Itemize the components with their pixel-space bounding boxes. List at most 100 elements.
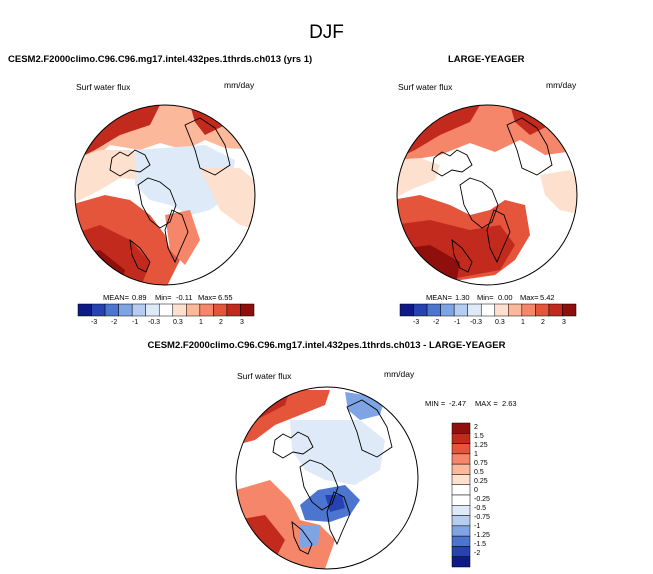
panel-3-tick: -0.25 bbox=[474, 496, 490, 503]
panel-2-coastlines bbox=[431, 117, 553, 273]
panel-1-tick: 2 bbox=[219, 319, 223, 326]
panel-3-tick: 1.25 bbox=[474, 442, 488, 449]
panel-1-max-label: Max= bbox=[198, 293, 217, 302]
colorbar-swatch bbox=[480, 303, 496, 317]
panel-2-mean-label: MEAN= bbox=[426, 293, 453, 302]
panel-3-tick: 1.5 bbox=[474, 433, 484, 440]
colorbar-swatch bbox=[451, 433, 471, 444]
panel-3-tick: 0.75 bbox=[474, 460, 488, 467]
panel-3-title: CESM2.F2000climo.C96.C96.mg17.intel.432p… bbox=[147, 340, 506, 351]
colorbar-swatch bbox=[451, 546, 471, 557]
panel-3-tick: -1.25 bbox=[474, 532, 490, 539]
colorbar-swatch bbox=[451, 515, 471, 527]
panel-1-title: CESM2.F2000climo.C96.C96.mg17.intel.432p… bbox=[8, 54, 313, 65]
panel-2-mean-value: 1.30 bbox=[455, 293, 470, 302]
colorbar-swatch bbox=[562, 303, 577, 317]
panel-3-boundary bbox=[235, 386, 419, 570]
colorbar-swatch bbox=[508, 303, 523, 317]
panel-2-tick: 3 bbox=[562, 319, 566, 326]
colorbar-swatch bbox=[548, 303, 563, 317]
panel-2-tick: 2 bbox=[541, 319, 545, 326]
colorbar-swatch bbox=[467, 303, 482, 317]
colorbar-swatch bbox=[451, 535, 471, 547]
colorbar-swatch bbox=[413, 303, 428, 317]
colorbar-swatch bbox=[451, 525, 471, 537]
panel-3-norway-blue bbox=[300, 525, 320, 548]
panel-2-tick: -3 bbox=[413, 319, 420, 326]
panel-1-canada-light bbox=[200, 168, 255, 230]
colorbar-swatch bbox=[451, 505, 471, 516]
panel-1-colorbar bbox=[77, 303, 255, 317]
panel-3-tick: 0.5 bbox=[474, 469, 484, 476]
colorbar-swatch bbox=[451, 474, 471, 485]
panel-3-units: mm/day bbox=[384, 369, 415, 379]
panel-3-max-label: MAX = bbox=[475, 399, 498, 408]
panel-3-colorbar bbox=[451, 422, 471, 568]
panel-2-colorbar bbox=[399, 303, 577, 317]
colorbar-swatch bbox=[451, 484, 471, 496]
colorbar-swatch bbox=[453, 303, 468, 317]
colorbar-swatch bbox=[104, 303, 119, 317]
panel-3-tick: -1 bbox=[474, 523, 481, 530]
panel-1-variable-label: Surf water flux bbox=[76, 82, 131, 92]
colorbar-swatch bbox=[158, 303, 174, 317]
colorbar-swatch bbox=[451, 494, 471, 506]
panel-1-tick: 1 bbox=[199, 319, 203, 326]
panel-1-greenland-sea bbox=[165, 210, 200, 265]
colorbar-swatch bbox=[494, 303, 509, 317]
colorbar-swatch bbox=[77, 303, 92, 317]
panel-1-coastlines bbox=[109, 117, 231, 273]
panel-2-tick: -2 bbox=[433, 319, 440, 326]
colorbar-swatch bbox=[440, 303, 455, 317]
colorbar-swatch bbox=[451, 422, 471, 434]
page-title: DJF bbox=[309, 22, 344, 43]
panel-2-boundary bbox=[396, 104, 578, 286]
panel-1-min-value: -0.11 bbox=[176, 293, 193, 302]
panel-2-canada-light bbox=[540, 170, 577, 215]
panel-2-min-label: Min= bbox=[477, 293, 494, 302]
panel-2-tick: 1 bbox=[521, 319, 525, 326]
panel-3-tick: -0.5 bbox=[474, 505, 487, 512]
colorbar-swatch bbox=[91, 303, 106, 317]
panel-2-max-label: Max= bbox=[520, 293, 539, 302]
colorbar-swatch bbox=[451, 443, 471, 455]
panel-3-tick: 0 bbox=[474, 487, 478, 494]
colorbar-swatch bbox=[521, 303, 536, 317]
panel-1-boundary bbox=[74, 104, 256, 286]
panel-3-tick: 2 bbox=[474, 424, 478, 431]
panel-1-tick: -1 bbox=[132, 319, 139, 326]
panel-1-siberia-light bbox=[75, 150, 150, 205]
colorbar-swatch bbox=[226, 303, 241, 317]
panel-1-tick: -2 bbox=[111, 319, 118, 326]
panel-3-tick: 0.25 bbox=[474, 478, 488, 485]
colorbar-swatch bbox=[145, 303, 160, 317]
panel-1-tick: -3 bbox=[91, 319, 98, 326]
colorbar-swatch bbox=[131, 303, 146, 317]
colorbar-swatch bbox=[399, 303, 414, 317]
panel-1-tick: -0.3 bbox=[148, 319, 161, 326]
panel-1-max-value: 6.55 bbox=[218, 293, 233, 302]
colorbar-swatch bbox=[451, 556, 471, 568]
colorbar-swatch bbox=[535, 303, 550, 317]
panel-1-mean-value: 0.89 bbox=[132, 293, 147, 302]
panel-3-tick: 1 bbox=[474, 451, 478, 458]
panel-2-min-value: 0.00 bbox=[498, 293, 513, 302]
panel-1-tick: 0.3 bbox=[173, 319, 183, 326]
panel-2-tick: 0.3 bbox=[495, 319, 505, 326]
panel-3-coastlines bbox=[272, 399, 393, 555]
colorbar-swatch bbox=[118, 303, 133, 317]
colorbar-swatch bbox=[240, 303, 255, 317]
panel-3-tick: -1.5 bbox=[474, 541, 487, 548]
panel-2-tick: -1 bbox=[454, 319, 461, 326]
panel-3-variable-label: Surf water flux bbox=[237, 371, 292, 381]
panel-3-min-value: -2.47 bbox=[449, 399, 467, 408]
colorbar-swatch bbox=[426, 303, 441, 317]
panel-2-title: LARGE-YEAGER bbox=[448, 54, 525, 65]
panel-1-arctic-blue bbox=[135, 145, 235, 215]
panel-2-max-value: 5.42 bbox=[540, 293, 555, 302]
panel-3-atlantic-darkblue bbox=[325, 495, 345, 512]
panel-2-siberia-light bbox=[397, 158, 440, 200]
panel-3-min-label: MIN = bbox=[425, 399, 446, 408]
panel-1-mean-label: MEAN= bbox=[103, 293, 130, 302]
